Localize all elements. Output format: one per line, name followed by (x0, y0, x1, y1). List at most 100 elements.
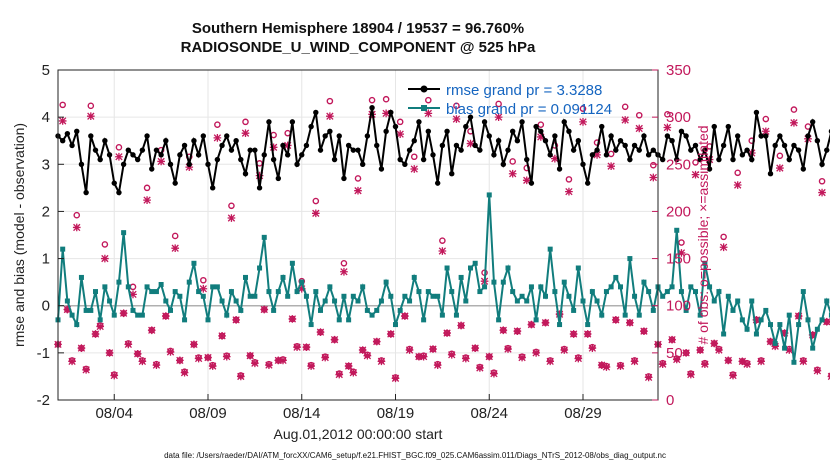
rmse-point (261, 152, 267, 158)
obs-possible-point (828, 372, 830, 379)
rmse-point (528, 180, 535, 186)
obs-assimilated-point (255, 171, 264, 180)
rmse-point (153, 147, 160, 153)
obs-assimilated-point (194, 354, 203, 363)
obs-possible-point (818, 177, 826, 185)
obs-assimilated-point (288, 315, 297, 323)
obs-assimilated-point (293, 343, 301, 352)
rmse-point (702, 147, 708, 153)
bias-point (186, 279, 192, 285)
bias-point (135, 312, 141, 318)
obs-assimilated-point (260, 305, 269, 314)
obs-possible-point (340, 259, 348, 267)
rmse-point (819, 161, 825, 167)
rmse-point (256, 185, 263, 191)
bias-point (78, 274, 84, 280)
obs-assimilated-point (668, 335, 676, 344)
y-tick-label: -2 (37, 392, 50, 409)
bias-point (364, 307, 370, 313)
bias-point (228, 289, 234, 295)
obs-assimilated-point (241, 129, 250, 138)
rmse-point (97, 156, 103, 163)
bias-point (275, 289, 281, 295)
bias-point (64, 298, 70, 304)
bias-point (88, 307, 94, 313)
bias-point (360, 284, 366, 290)
obs-assimilated-point (808, 331, 817, 339)
obs-assimilated-point (640, 327, 648, 336)
bias-point (533, 317, 539, 323)
rmse-point (402, 161, 408, 167)
bias-point (172, 289, 178, 295)
rmse-point (772, 142, 778, 149)
bias-point (735, 298, 741, 304)
rmse-point (463, 123, 469, 130)
obs-assimilated-point (794, 312, 803, 320)
rmse-point (458, 147, 464, 153)
bias-point (261, 234, 267, 240)
rmse-point (172, 180, 178, 186)
rmse-point (749, 156, 755, 163)
y2-tick-label: 350 (666, 62, 691, 79)
bias-point (346, 317, 352, 323)
obs-assimilated-point (110, 371, 119, 380)
bias-point (660, 293, 666, 299)
rmse-point (734, 133, 741, 139)
obs-assimilated-point (616, 362, 625, 370)
legend-bias-label: bias grand pr = 0.091124 (446, 101, 612, 118)
bias-point (439, 312, 445, 318)
obs-assimilated-point (738, 357, 747, 366)
obs-assimilated-point (307, 362, 315, 370)
bias-point (214, 284, 220, 290)
rmse-point (547, 152, 553, 158)
obs-assimilated-point (649, 173, 658, 182)
obs-assimilated-point (208, 362, 217, 370)
rmse-point (542, 138, 549, 144)
rmse-point (669, 138, 675, 144)
rmse-point (744, 147, 750, 153)
bias-point (336, 317, 342, 323)
obs-assimilated-point (274, 356, 283, 365)
rmse-point (106, 152, 113, 158)
rmse-point (791, 142, 797, 149)
obs-possible-point (579, 105, 587, 112)
rmse-point (294, 161, 300, 167)
obs-assimilated-point (785, 346, 794, 354)
obs-possible-point (635, 111, 643, 119)
bias-point (449, 289, 455, 295)
bias-point (369, 312, 375, 318)
obs-assimilated-point (101, 254, 109, 263)
obs-assimilated-point (438, 247, 447, 255)
obs-assimilated-point (710, 339, 719, 348)
bias-point (153, 289, 159, 295)
bias-series-layer (55, 192, 830, 365)
bias-point (547, 246, 553, 252)
rmse-point (369, 105, 375, 111)
rmse-point (533, 123, 539, 130)
legend: rmse grand pr = 3.3288 bias grand pr = 0… (408, 82, 612, 118)
obs-possible-point (692, 159, 699, 166)
bias-point (524, 298, 530, 304)
bias-point (814, 326, 820, 332)
rmse-point (622, 142, 628, 149)
bias-point (416, 289, 422, 295)
bias-point (299, 279, 305, 285)
bias-point (177, 293, 183, 299)
bias-point (805, 317, 811, 323)
bias-point (646, 289, 652, 295)
x-tick-label: 08/29 (564, 405, 602, 422)
rmse-point (228, 147, 235, 153)
bias-point (149, 289, 155, 295)
rmse-point (566, 128, 572, 134)
obs-assimilated-point (386, 330, 395, 338)
rmse-point (88, 133, 94, 139)
bias-point (341, 293, 347, 299)
bias-point (158, 282, 164, 287)
bias-point (641, 279, 647, 285)
rmse-point (678, 128, 685, 134)
obs-assimilated-point (574, 354, 583, 363)
obs-assimilated-point (766, 337, 775, 346)
bias-point (702, 260, 708, 266)
rmse-point (599, 123, 605, 130)
